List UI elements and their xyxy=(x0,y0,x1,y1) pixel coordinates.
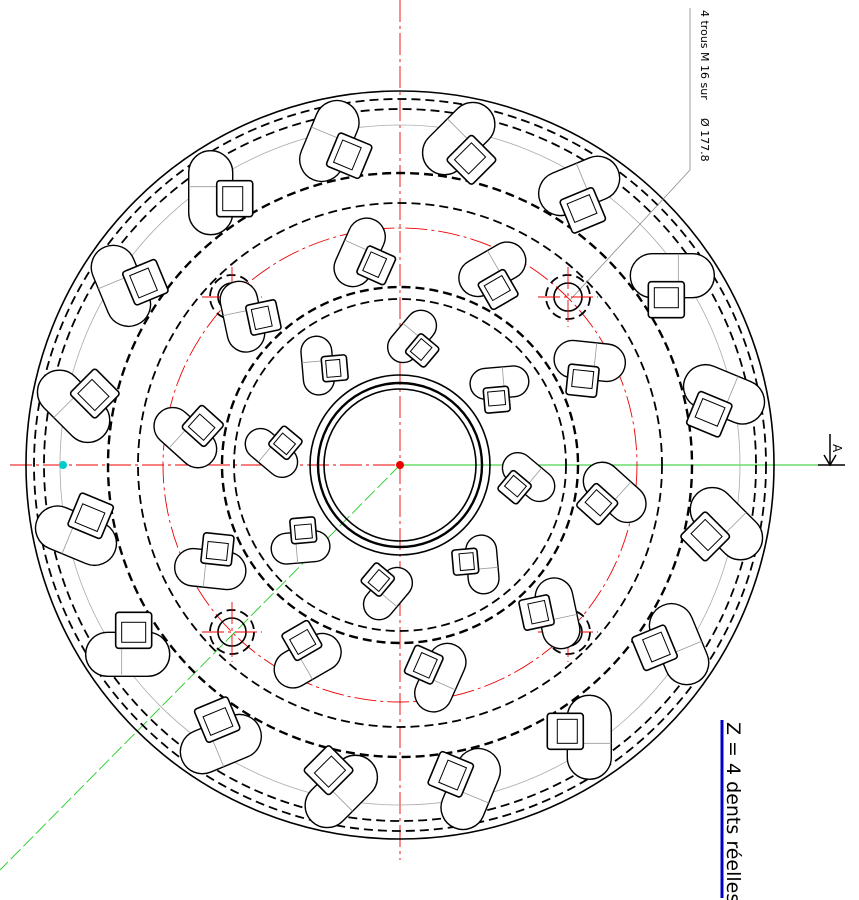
insert xyxy=(451,534,501,596)
insert xyxy=(469,365,531,415)
insert-plate xyxy=(648,282,684,318)
insert xyxy=(413,93,518,198)
insert-plate xyxy=(321,355,348,382)
insert xyxy=(282,732,387,837)
insert xyxy=(532,150,634,241)
insert-plate xyxy=(452,548,479,575)
insert-plate xyxy=(483,386,510,413)
insert xyxy=(239,412,313,484)
cutter-outline xyxy=(0,0,845,898)
section-label: A xyxy=(830,444,844,453)
insert xyxy=(166,689,268,780)
teeth-note: Z = 4 dents réelles xyxy=(722,722,744,900)
insert xyxy=(667,478,772,583)
insert xyxy=(28,347,133,452)
insert xyxy=(515,574,583,655)
insert xyxy=(347,552,419,626)
insert xyxy=(487,446,561,518)
holes-note: 4 trous M 16 sur xyxy=(698,10,711,100)
insert-plate xyxy=(566,364,600,398)
insert-plate xyxy=(245,299,281,335)
insert xyxy=(300,334,350,396)
insert-plate xyxy=(201,532,235,566)
insert xyxy=(624,597,715,699)
insert-plate xyxy=(116,612,152,648)
insert-plate xyxy=(547,713,583,749)
insert-plate xyxy=(518,594,554,630)
insert xyxy=(269,516,331,566)
insert xyxy=(452,235,541,318)
insert xyxy=(381,304,453,378)
insert xyxy=(259,612,348,695)
insert xyxy=(85,231,176,333)
insert xyxy=(293,94,384,196)
drawing: 4 trous M 16 sur Ø 177.8 A Z = 4 dents r… xyxy=(0,0,859,900)
insert xyxy=(217,274,285,355)
insert-plate xyxy=(290,517,317,544)
insert-plate xyxy=(217,181,253,217)
diameter-note: Ø 177.8 xyxy=(698,118,711,162)
point xyxy=(59,461,67,469)
center-point xyxy=(396,461,404,469)
